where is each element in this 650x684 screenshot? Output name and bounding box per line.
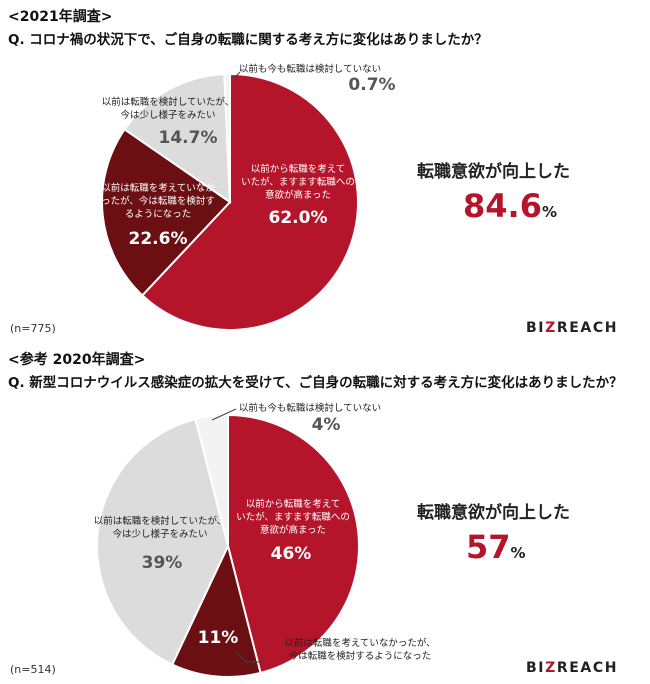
slice-value: 62.0% xyxy=(269,208,328,228)
slice-value: 22.6% xyxy=(129,229,188,249)
result-number-2020: 57 xyxy=(466,528,511,566)
slice-value: 46% xyxy=(271,544,312,564)
logo-part: REAC xyxy=(556,320,605,336)
leader-line xyxy=(231,71,241,81)
question-2021: Q. コロナ禍の状況下で、ご自身の転職に関する考え方に変化はありましたか？ xyxy=(8,32,488,48)
result-value-2020: 57% xyxy=(466,528,526,566)
leader-line xyxy=(211,408,237,421)
slice-value: 14.7% xyxy=(159,128,218,148)
slice-label: 以前は転職を検討していたが、今は少し様子をみたい xyxy=(94,515,227,540)
slice-label: 以前は転職を考えていなかったが、今は転職を検討するようになった xyxy=(284,637,435,662)
pie-slice xyxy=(140,72,359,331)
result-unit-2021: % xyxy=(541,203,557,221)
pie-slice xyxy=(223,72,231,203)
logo-part: REAC xyxy=(556,660,605,676)
slice-label: 以前も今も転職は検討していない xyxy=(239,63,381,75)
sample-size-2020: (n=514) xyxy=(10,663,56,676)
slice-value: 11% xyxy=(198,628,239,648)
result-unit-2020: % xyxy=(510,544,526,562)
pie-slice xyxy=(96,417,230,666)
slice-label: 以前は転職を検討していたが、今は少し様子をみたい xyxy=(102,96,235,121)
result-value-2021: 84.6% xyxy=(463,187,557,225)
bizreach-logo-2020: BIZREACH xyxy=(526,660,618,676)
pie-slice xyxy=(101,127,232,297)
logo-part: Z xyxy=(545,660,557,676)
bizreach-logo-2021: BIZREACH xyxy=(526,320,618,336)
question-2020: Q. 新型コロナウイルス感染症の拡大を受けて、ご自身の転職に対する考え方に変化は… xyxy=(8,375,623,391)
pie-slice xyxy=(170,543,262,678)
logo-part: H xyxy=(604,660,619,676)
slice-value: 4% xyxy=(312,415,341,435)
slice-label: 以前も今も転職は検討していない xyxy=(239,402,381,414)
section-title-2020: <参考 2020年調査> xyxy=(8,352,146,368)
pie-slice xyxy=(123,73,232,204)
slice-value: 39% xyxy=(142,553,183,573)
result-number-2021: 84.6 xyxy=(463,187,542,225)
logo-part: Z xyxy=(545,320,557,336)
slice-label: 以前から転職を考えていたが、ますます転職への意欲が高まった xyxy=(241,163,355,201)
pie-slice xyxy=(227,413,360,675)
slice-label: 以前は転職を考えていなかったが、今は転職を検討するようになった xyxy=(101,182,215,220)
result-label-2021: 転職意欲が向上した xyxy=(417,162,570,182)
result-label-2020: 転職意欲が向上した xyxy=(417,503,570,523)
sample-size-2021: (n=775) xyxy=(10,322,56,335)
slice-label: 以前から転職を考えていたが、ますます転職への意欲が高まった xyxy=(236,498,350,536)
logo-part: H xyxy=(604,320,619,336)
slice-value: 0.7% xyxy=(348,75,395,95)
logo-part: BI xyxy=(526,660,546,676)
leader-line xyxy=(235,651,266,663)
pie-slice xyxy=(194,413,229,547)
section-title-2021: <2021年調査> xyxy=(8,9,113,25)
logo-part: BI xyxy=(526,320,546,336)
